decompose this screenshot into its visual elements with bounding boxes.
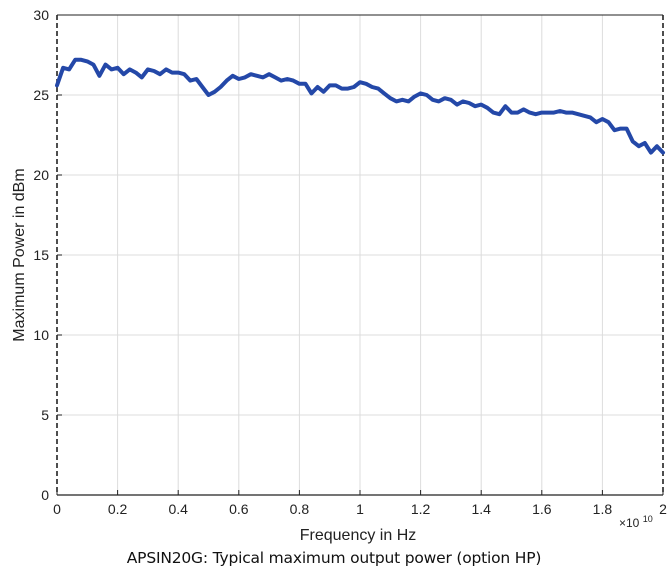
x-tick-label: 1 (356, 501, 364, 517)
x-axis-label: Frequency in Hz (300, 527, 417, 544)
x-tick-label: 0 (53, 501, 61, 517)
series-line (55, 57, 665, 155)
y-tick-label: 5 (41, 407, 49, 423)
x-tick-label: 0.2 (108, 501, 128, 517)
x-tick-label: 1.8 (593, 501, 613, 517)
x-axis-exponent-base: ×10 (619, 516, 640, 530)
y-tick-label: 25 (33, 87, 49, 103)
y-tick-label: 20 (33, 167, 49, 183)
y-tick-label: 15 (33, 247, 49, 263)
x-axis-exponent-power: 10 (643, 514, 653, 524)
grid (57, 15, 663, 495)
y-tick-label: 10 (33, 327, 49, 343)
y-tick-label: 0 (41, 487, 49, 503)
x-tick-label: 1.4 (471, 501, 491, 517)
series (55, 57, 665, 155)
x-tick-label: 0.6 (229, 501, 249, 517)
x-tick-label: 0.8 (290, 501, 310, 517)
y-tick-label: 30 (33, 7, 49, 23)
x-tick-label: 1.2 (411, 501, 431, 517)
figure-caption: APSIN20G: Typical maximum output power (… (126, 549, 542, 567)
x-tick-label: 2 (659, 501, 667, 517)
x-tick-label: 1.6 (532, 501, 552, 517)
x-tick-label: 0.4 (168, 501, 188, 517)
axes (56, 14, 664, 496)
x-axis-exponent: ×10 10 (619, 514, 653, 530)
y-axis-label: Maximum Power in dBm (11, 168, 28, 341)
